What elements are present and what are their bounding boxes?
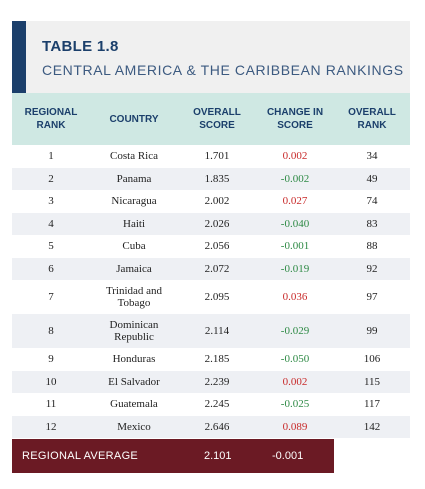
- country-cell: Trinidad and Tobago: [105, 285, 163, 309]
- overall-score-cell: 2.002: [204, 195, 230, 208]
- change-in-score-cell: -0.050: [280, 353, 310, 366]
- table-row: 10 El Salvador 2.239 0.002 115: [12, 370, 410, 393]
- regional-rank-cell: 12: [12, 415, 90, 438]
- country-cell: Guatemala: [110, 398, 158, 411]
- country-cell: Mexico: [90, 415, 178, 438]
- table-row: 2 Panama 1.835 -0.002 49: [12, 167, 410, 190]
- table-title-block: TABLE 1.8 CENTRAL AMERICA & THE CARIBBEA…: [12, 21, 410, 93]
- country-cell: Costa Rica: [110, 150, 158, 163]
- overall-score-cell: 2.095: [204, 291, 230, 303]
- change-in-score-cell: 0.089: [256, 415, 334, 438]
- country-cell: Haiti: [90, 212, 178, 235]
- overall-score-cell: 2.239: [178, 370, 256, 393]
- country-cell: Jamaica: [90, 257, 178, 280]
- country-cell: Nicaragua: [111, 195, 157, 208]
- overall-rank-cell: 97: [366, 291, 378, 303]
- regional-rank-cell: 9: [48, 353, 54, 366]
- overall-rank-cell: 34: [366, 150, 378, 163]
- table-row: 12 Mexico 2.646 0.089 142: [12, 415, 410, 438]
- overall-score-cell: 2.185: [204, 353, 230, 366]
- country-cell: El Salvador: [90, 370, 178, 393]
- overall-rank-cell: 115: [334, 370, 410, 393]
- overall-rank-cell: 106: [363, 353, 381, 366]
- overall-score-cell: 1.835: [178, 167, 256, 190]
- table-body: 1 Costa Rica 1.701 0.002 34 2 Panama 1.835 -0.00…: [12, 145, 410, 438]
- table-row: 4 Haiti 2.026 -0.040 83: [12, 212, 410, 235]
- change-in-score-cell: 0.002: [282, 150, 308, 163]
- table-row: 9 Honduras 2.185 -0.050 106: [12, 348, 410, 371]
- overall-rank-cell: 74: [366, 195, 378, 208]
- overall-rank-cell: 49: [334, 167, 410, 190]
- change-in-score-cell: 0.002: [256, 370, 334, 393]
- rankings-table-card: TABLE 1.8 CENTRAL AMERICA & THE CARIBBEA…: [12, 21, 410, 439]
- regional-rank-cell: 5: [48, 240, 54, 253]
- overall-score-cell: 2.114: [178, 314, 256, 348]
- overall-score-cell: 2.056: [204, 240, 230, 253]
- column-header-overall-score: OVERALL SCORE: [178, 93, 256, 145]
- change-in-score-cell: -0.001: [280, 240, 310, 253]
- regional-rank-cell: 6: [12, 257, 90, 280]
- column-header-regional-rank: REGIONAL RANK: [12, 93, 90, 145]
- overall-rank-cell: 99: [334, 314, 410, 348]
- overall-rank-cell: 88: [366, 240, 378, 253]
- overall-rank-cell: 142: [334, 415, 410, 438]
- country-cell: Panama: [90, 167, 178, 190]
- change-in-score-cell: 0.036: [282, 291, 308, 303]
- country-cell: Honduras: [112, 353, 156, 366]
- table-row: 6 Jamaica 2.072 -0.019 92: [12, 257, 410, 280]
- column-header-overall-rank: OVERALL RANK: [334, 93, 410, 145]
- regional-rank-cell: 4: [12, 212, 90, 235]
- overall-score-cell: 1.701: [204, 150, 230, 163]
- overall-rank-cell: 92: [334, 257, 410, 280]
- table-row: 11 Guatemala 2.245 -0.025 117: [12, 393, 410, 416]
- table-subtitle: CENTRAL AMERICA & THE CARIBBEAN RANKINGS: [42, 62, 404, 78]
- overall-score-cell: 2.072: [178, 257, 256, 280]
- rankings-table: REGIONAL RANK COUNTRY OVERALL SCORE CHAN…: [12, 93, 410, 438]
- title-accent-bar: [12, 21, 26, 93]
- regional-rank-cell: 3: [48, 195, 54, 208]
- change-in-score-cell: -0.002: [256, 167, 334, 190]
- change-in-score-cell: -0.025: [280, 398, 310, 411]
- table-row: 5 Cuba 2.056 -0.001 88: [12, 235, 410, 258]
- table-row: 8 Dominican Republic 2.114 -0.029 99: [12, 314, 410, 348]
- country-cell: Dominican Republic: [90, 314, 178, 348]
- regional-rank-cell: 11: [45, 398, 57, 411]
- regional-rank-cell: 10: [12, 370, 90, 393]
- country-cell: Cuba: [122, 240, 146, 253]
- regional-rank-cell: 2: [12, 167, 90, 190]
- change-in-score-cell: -0.029: [256, 314, 334, 348]
- change-in-score-cell: -0.040: [256, 212, 334, 235]
- regional-average-label: REGIONAL AVERAGE: [22, 450, 139, 462]
- regional-rank-cell: 8: [12, 314, 90, 348]
- overall-score-cell: 2.245: [204, 398, 230, 411]
- regional-average-row: REGIONAL AVERAGE 2.101 -0.001: [12, 439, 334, 473]
- table-header-row: REGIONAL RANK COUNTRY OVERALL SCORE CHAN…: [12, 93, 410, 145]
- column-header-change-in-score: CHANGE IN SCORE: [256, 93, 334, 145]
- table-row: 7 Trinidad and Tobago 2.095 0.036 97: [12, 280, 410, 314]
- overall-rank-cell: 117: [363, 398, 381, 411]
- change-in-score-cell: 0.027: [282, 195, 308, 208]
- regional-average-score: 2.101: [204, 450, 232, 462]
- overall-score-cell: 2.646: [178, 415, 256, 438]
- regional-rank-cell: 7: [48, 291, 54, 303]
- column-header-country: COUNTRY: [90, 93, 178, 145]
- regional-average-change: -0.001: [272, 450, 304, 462]
- table-row: 1 Costa Rica 1.701 0.002 34: [12, 145, 410, 168]
- table-row: 3 Nicaragua 2.002 0.027 74: [12, 190, 410, 213]
- regional-rank-cell: 1: [48, 150, 54, 163]
- table-title: TABLE 1.8: [42, 38, 119, 55]
- overall-rank-cell: 83: [334, 212, 410, 235]
- change-in-score-cell: -0.019: [256, 257, 334, 280]
- overall-score-cell: 2.026: [178, 212, 256, 235]
